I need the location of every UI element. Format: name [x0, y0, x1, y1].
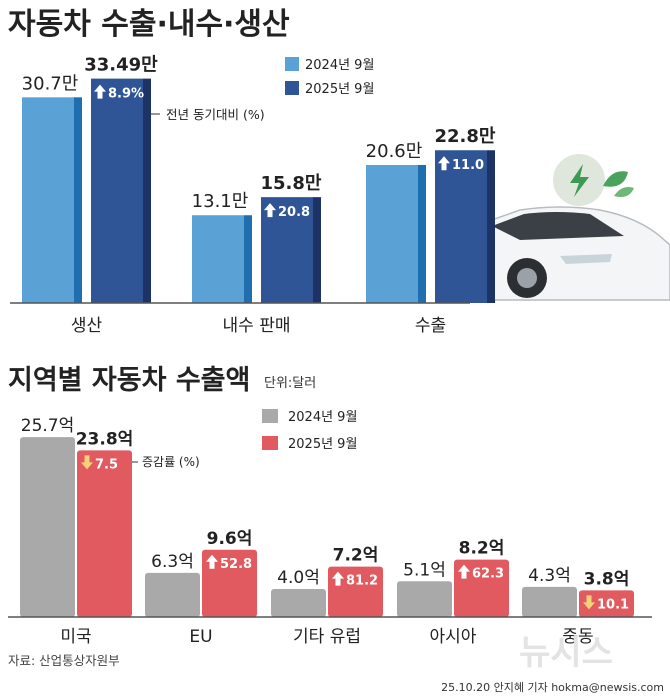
chart1-title: 자동차 수출·내수·생산 [8, 7, 290, 42]
chart1-bar-2024 [366, 164, 418, 303]
chart1-bar-2024 [22, 97, 74, 303]
chart1-value-label-2024: 20.6만 [366, 141, 423, 162]
up-arrow-icon [458, 564, 470, 579]
chart2-bar-2025 [454, 559, 509, 617]
chart2-growth-label: 7.5 [95, 457, 118, 472]
up-arrow-icon [94, 84, 106, 99]
chart2-category-label: 기타 유럽 [293, 627, 361, 647]
chart1-legend-swatch-2025 [285, 81, 299, 95]
lightning-icon [570, 164, 589, 197]
chart2-value-label-2024: 25.7억 [21, 416, 75, 436]
chart2-growth-note: 증감률 (%) [142, 455, 200, 469]
chart2-legend-2025: 2025년 9월 [288, 437, 357, 452]
leaf-icon [603, 171, 628, 187]
chart2-bar-2025 [579, 590, 634, 617]
newsis-watermark: 뉴시스 [519, 633, 613, 673]
chart2-value-label-2024: 5.1억 [403, 560, 446, 580]
up-arrow-icon [332, 571, 344, 586]
chart2-bar-2025 [328, 566, 383, 617]
chart1-value-label-2025: 22.8만 [435, 126, 496, 147]
chart2-category-label: 아시아 [430, 627, 477, 647]
chart2-value-label-2025: 23.8억 [76, 429, 134, 449]
chart2-bar-2024 [145, 572, 200, 617]
down-arrow-icon [81, 455, 93, 470]
chart2-bar-2024 [20, 437, 75, 617]
chart1-yoy-label: 20.8 [278, 205, 310, 220]
leaf-icon [614, 187, 634, 197]
up-arrow-icon [264, 203, 276, 218]
car-windshield [492, 212, 624, 240]
chart2-value-label-2025: 7.2억 [333, 546, 379, 566]
chart2-growth-label: 81.2 [346, 574, 378, 589]
chart2-value-label-2025: 8.2억 [459, 539, 505, 559]
chart1-legend-2025: 2025년 9월 [305, 82, 374, 97]
chart2-value-label-2024: 4.3억 [528, 566, 571, 586]
chart1-category-label: 생산 [71, 316, 103, 336]
chart1-legend-2024: 2024년 9월 [305, 58, 374, 73]
chart2-unit: 단위:달러 [264, 376, 316, 391]
up-arrow-icon [438, 156, 450, 171]
chart1-yoy-note: 전년 동기대비 (%) [166, 107, 265, 122]
chart2-bar-2025 [202, 549, 257, 617]
chart1-category-label: 내수 판매 [223, 316, 291, 336]
credit-note: 25.10.20 안지혜 기자 hokma@newsis.com [441, 681, 664, 694]
chart2-bar-2024 [397, 581, 452, 617]
chart2-value-label-2025: 3.8억 [584, 569, 630, 589]
chart2-title: 지역별 자동차 수출액 [8, 365, 250, 396]
chart2-bar-2024 [522, 586, 577, 617]
chart1-bar-2025-side [313, 197, 321, 303]
chart2-growth-label: 10.1 [597, 597, 629, 612]
chart1-bar-2025-side [487, 150, 495, 303]
up-arrow-icon [206, 554, 218, 569]
chart1-yoy-label: 8.9% [108, 87, 144, 102]
chart1-value-label-2024: 13.1만 [192, 191, 249, 212]
chart1-bar-2024 [192, 215, 244, 303]
car-wheel-hub [517, 268, 537, 288]
chart1-bar-2024-side [244, 215, 252, 303]
chart1-value-label-2025: 33.49만 [84, 55, 158, 76]
down-arrow-icon [583, 595, 595, 610]
chart2-legend-swatch-2025 [262, 436, 278, 450]
chart1-bar-2025-side [143, 78, 151, 303]
chart2-value-label-2024: 6.3억 [151, 552, 194, 572]
chart1-legend-swatch-2024 [285, 57, 299, 71]
chart2-bar-2024 [271, 589, 326, 617]
chart2-growth-label: 52.8 [220, 557, 252, 572]
chart1-value-label-2025: 15.8만 [261, 173, 322, 194]
chart2-category-label: 미국 [60, 627, 91, 647]
chart1-bar-2025 [91, 78, 143, 303]
chart2-category-label: EU [189, 627, 212, 647]
chart2-value-label-2025: 9.6억 [207, 529, 253, 549]
chart2-legend-swatch-2024 [262, 409, 278, 423]
chart1-value-label-2024: 30.7만 [22, 73, 79, 94]
chart2-legend-2024: 2024년 9월 [288, 410, 357, 425]
chart2-bar-2025 [77, 450, 132, 617]
chart2-value-label-2024: 4.0억 [277, 568, 320, 588]
chart1-yoy-label: 11.0 [452, 158, 484, 173]
chart1-bar-2025 [435, 150, 487, 303]
chart1-bar-2024-side [74, 97, 82, 303]
chart2-growth-label: 62.3 [472, 567, 504, 582]
chart1-bar-2024-side [418, 164, 426, 303]
source-note: 자료: 산업통상자원부 [8, 653, 120, 668]
car-headlight [560, 254, 612, 264]
chart2-category-label: 중동 [562, 627, 593, 647]
chart1-category-label: 수출 [415, 316, 446, 336]
ev-car-illustration [467, 154, 670, 301]
